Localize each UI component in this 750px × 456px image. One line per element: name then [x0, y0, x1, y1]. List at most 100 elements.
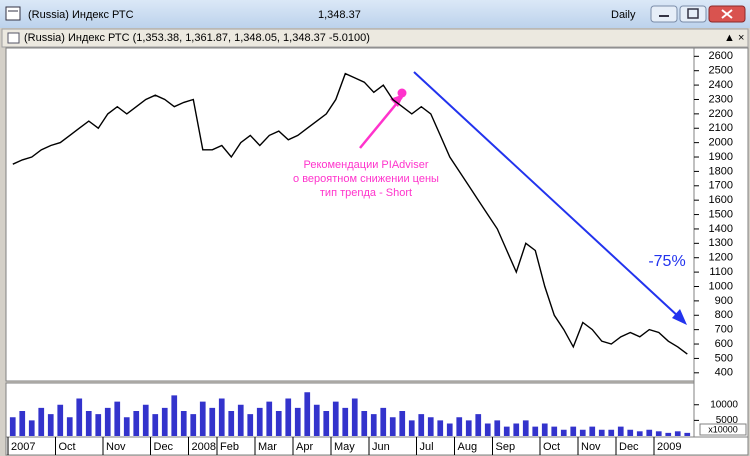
volume-bar	[180, 411, 187, 436]
volume-bar	[570, 426, 577, 436]
volume-bar	[608, 429, 615, 436]
unit-label: x10000	[708, 424, 738, 434]
volume-bar	[541, 423, 548, 436]
volume-bar	[76, 398, 83, 436]
volume-bar	[579, 429, 586, 436]
window-icon	[5, 6, 21, 21]
x-tick-label: Dec	[154, 441, 174, 453]
volume-bar	[484, 423, 491, 436]
volume-bar	[66, 417, 73, 436]
y-tick-label: 2100	[709, 122, 733, 134]
x-tick-label: 2009	[657, 441, 681, 453]
volume-bar	[674, 431, 681, 436]
volume-bar	[370, 414, 377, 436]
y-tick-label: 2400	[709, 79, 733, 91]
y-tick-label: 5000	[716, 415, 739, 426]
x-tick-label: Oct	[543, 441, 560, 453]
volume-bar	[285, 398, 292, 436]
header-controls[interactable]: ▲ ×	[724, 32, 744, 44]
y-tick-label: 1600	[709, 194, 733, 206]
volume-bar	[104, 407, 111, 436]
volume-bar	[361, 411, 368, 436]
volume-bar	[551, 426, 558, 436]
volume-bar	[294, 407, 301, 436]
volume-bar	[655, 431, 662, 436]
title-bar	[0, 0, 750, 28]
window-period: Daily	[611, 9, 636, 21]
x-tick-label: Nov	[106, 441, 126, 453]
x-tick-label: Feb	[220, 441, 239, 453]
price-line	[12, 72, 688, 355]
volume-bar	[152, 414, 159, 436]
y-tick-label: 700	[715, 324, 733, 336]
x-tick-label: Oct	[59, 441, 76, 453]
volume-bar	[247, 414, 254, 436]
volume-bar	[218, 398, 225, 436]
volume-bar	[456, 417, 463, 436]
advice-arrow-head	[390, 94, 404, 107]
advice-arrow	[359, 96, 403, 149]
volume-bar	[475, 414, 482, 436]
maximize-glyph	[687, 8, 699, 19]
volume-bar	[142, 404, 149, 436]
y-tick-label: 1800	[709, 165, 733, 177]
volume-bar	[190, 414, 197, 436]
x-tick-label: Nov	[581, 441, 601, 453]
chart-title-values: (1,353.38, 1,361.87, 1,348.05, 1,348.37 …	[133, 32, 370, 44]
x-tick-label: May	[334, 441, 355, 453]
y-tick-label: 600	[715, 338, 733, 350]
volume-bar	[266, 401, 273, 436]
volume-bar	[560, 429, 567, 436]
y-tick-label: 1500	[709, 208, 733, 220]
x-tick-label: Apr	[296, 441, 313, 453]
volume-bar	[171, 395, 178, 436]
volume-bar	[209, 407, 216, 436]
volume-bar	[9, 417, 16, 436]
volume-bar	[665, 432, 672, 436]
volume-bar	[503, 426, 510, 436]
volume-bar	[627, 429, 634, 436]
volume-bar	[598, 429, 605, 436]
volume-bar	[646, 429, 653, 436]
y-tick-label: 800	[715, 309, 733, 321]
y-tick-label: 400	[715, 367, 733, 379]
x-tick-label: 2007	[11, 441, 35, 453]
volume-bar	[418, 414, 425, 436]
y-tick-label: 2200	[709, 108, 733, 120]
volume-bar	[228, 411, 235, 436]
minimize-button[interactable]	[650, 5, 678, 23]
volume-bar	[532, 426, 539, 436]
volume-bar	[437, 420, 444, 436]
trend-label: -75%	[648, 253, 685, 270]
y-tick-label: 1100	[709, 266, 733, 278]
volume-bar	[304, 392, 311, 436]
x-tick-label: Jun	[372, 441, 390, 453]
volume-bar	[85, 411, 92, 436]
window-title: (Russia) Индекс РТС	[28, 9, 134, 21]
volume-bar	[589, 426, 596, 436]
volume-bar	[380, 407, 387, 436]
y-tick-label: 1400	[709, 223, 733, 235]
volume-bar	[513, 423, 520, 436]
maximize-button[interactable]	[679, 5, 707, 23]
volume-bar	[494, 420, 501, 436]
volume-bar	[313, 404, 320, 436]
volume-bar	[38, 407, 45, 436]
x-tick-label: 2008	[192, 441, 216, 453]
volume-bar	[47, 414, 54, 436]
volume-bar	[256, 407, 263, 436]
x-tick-label: Sep	[496, 441, 516, 453]
volume-bar	[323, 411, 330, 436]
volume-bar	[57, 404, 64, 436]
y-tick-label: 1300	[709, 237, 733, 249]
price-panel	[5, 47, 695, 382]
volume-bar	[19, 411, 26, 436]
volume-bar	[114, 401, 121, 436]
y-tick-label: 500	[715, 352, 733, 364]
y-tick-label: 1900	[709, 151, 733, 163]
x-tick-label: Dec	[619, 441, 639, 453]
y-tick-label: 2000	[709, 137, 733, 149]
advice-text: Рекомендации PIAdviser	[303, 159, 428, 171]
y-tick-label: 900	[715, 295, 733, 307]
